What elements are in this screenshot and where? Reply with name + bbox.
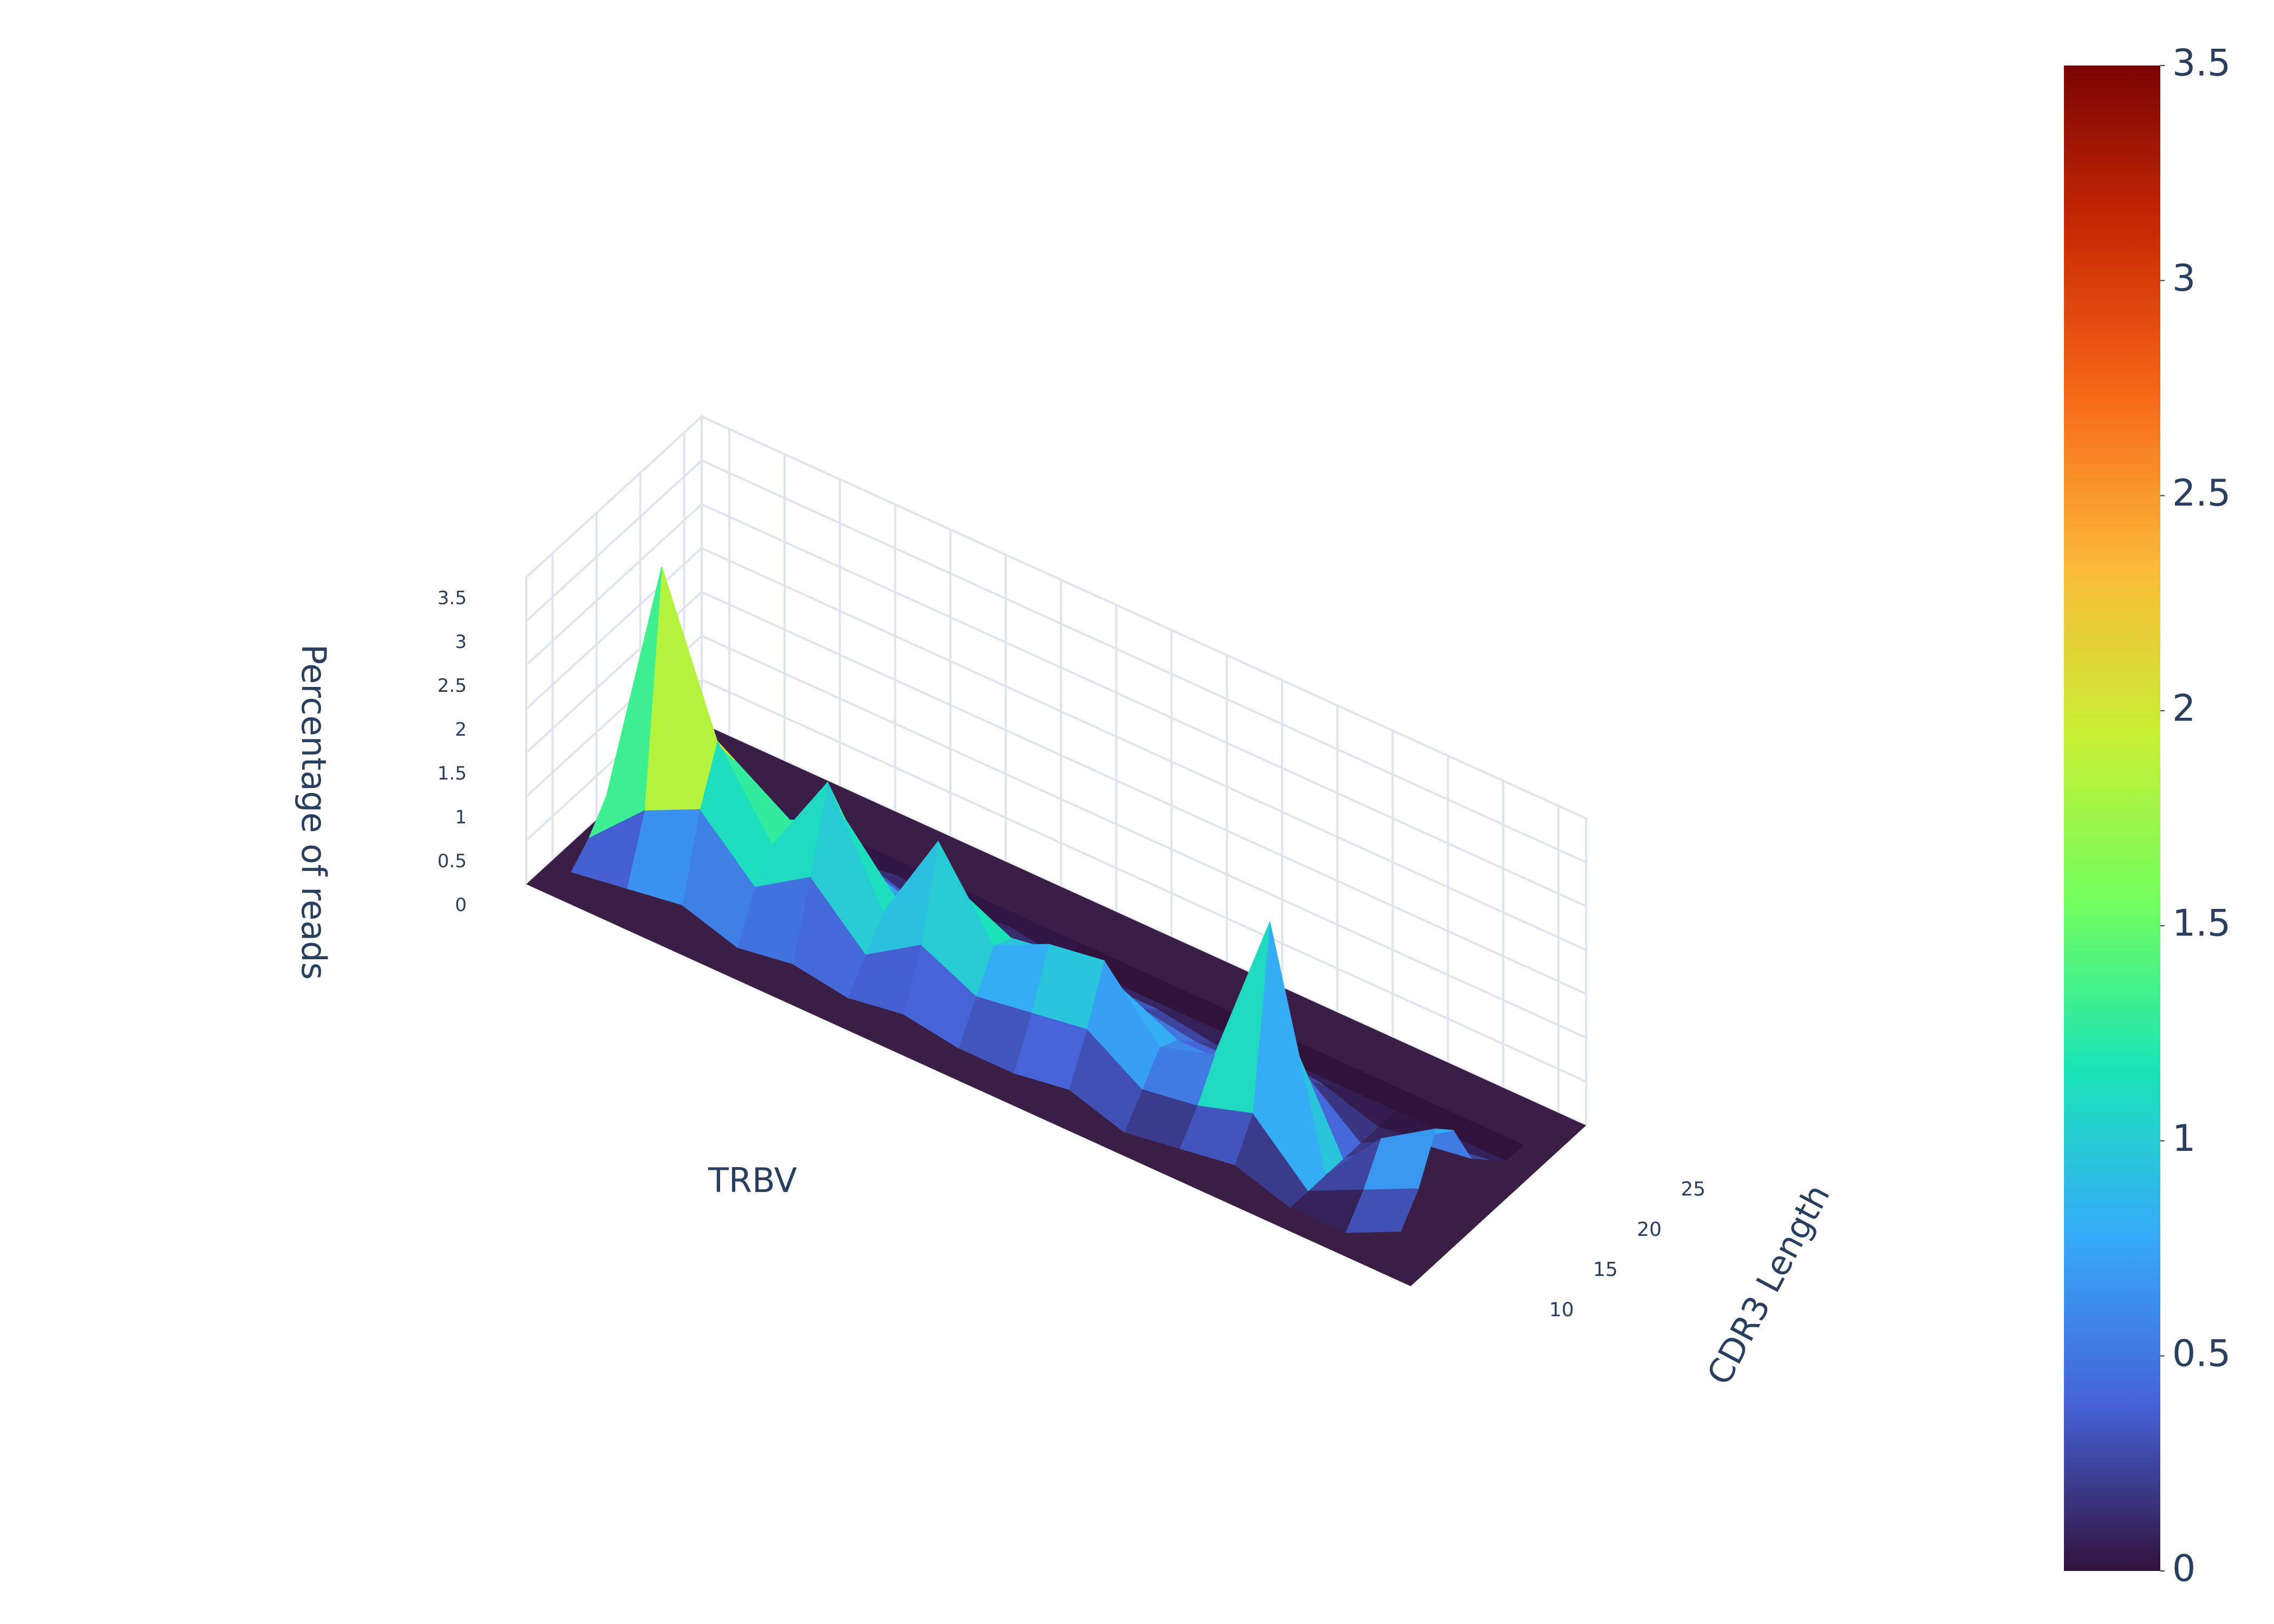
colorbar-tick-label: 3 xyxy=(2172,257,2195,300)
z-axis-title: Percentage of reads xyxy=(294,644,334,980)
z-grid-line xyxy=(525,547,1587,951)
surface-patch xyxy=(571,810,645,889)
z-tick-label: 0.5 xyxy=(437,850,467,872)
z-tick-label: 1 xyxy=(455,807,467,828)
y-tick-label: 25 xyxy=(1681,1178,1706,1201)
z-tick-label: 3 xyxy=(455,631,467,653)
z-grid-line xyxy=(525,591,1587,995)
colorbar-tick-label: 2.5 xyxy=(2172,472,2231,515)
x-axis-title: TRBV xyxy=(708,1161,797,1200)
colorbar-tick-label: 3.5 xyxy=(2172,42,2231,85)
y-tick-label: 15 xyxy=(1593,1259,1618,1281)
z-tick-label: 2.5 xyxy=(437,675,467,697)
z-grid-line xyxy=(525,415,1587,820)
colorbar-tick-label: 0 xyxy=(2172,1548,2195,1590)
colorbar-scale xyxy=(2064,66,2160,1571)
colorbar-tick-label: 1.5 xyxy=(2172,902,2231,945)
y-tick-label: 10 xyxy=(1549,1299,1574,1321)
colorbar-tick-label: 2 xyxy=(2172,687,2195,730)
z-tick-label: 0 xyxy=(455,894,467,916)
z-tick-label: 1.5 xyxy=(437,763,467,784)
z-tick-label: 2 xyxy=(455,719,467,741)
colorbar: 0 0.5 1 1.5 2 2.5 3 3.5 xyxy=(2064,42,2231,1590)
z-grid-line xyxy=(525,503,1587,907)
surface xyxy=(571,566,1525,1233)
y-tick-label: 20 xyxy=(1637,1219,1662,1241)
y-axis-title: CDR3 Length xyxy=(1699,1178,1838,1391)
z-grid-line xyxy=(525,459,1587,863)
z-tick-label: 3.5 xyxy=(437,587,467,609)
colorbar-tick-label: 0.5 xyxy=(2172,1332,2231,1375)
colorbar-tick-label: 1 xyxy=(2172,1117,2195,1160)
z-grid-line xyxy=(525,678,1587,1083)
z-grid-line xyxy=(525,634,1587,1039)
